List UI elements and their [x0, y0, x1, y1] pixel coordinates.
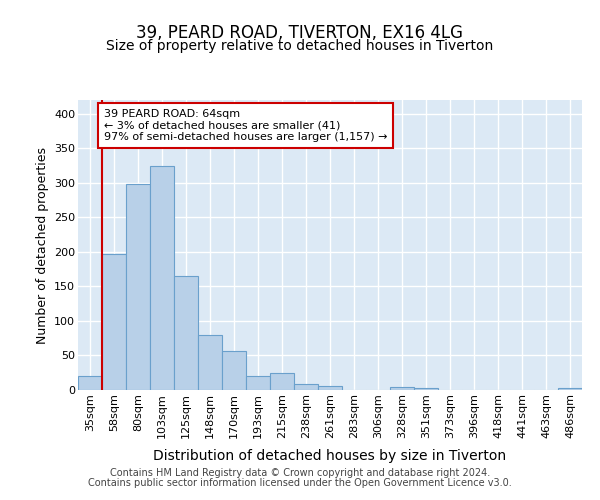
Bar: [318, 386, 342, 390]
Bar: [558, 388, 582, 390]
Bar: [198, 335, 222, 390]
Bar: [126, 184, 150, 390]
Text: 39, PEARD ROAD, TIVERTON, EX16 4LG: 39, PEARD ROAD, TIVERTON, EX16 4LG: [137, 24, 464, 42]
Y-axis label: Number of detached properties: Number of detached properties: [35, 146, 49, 344]
Text: 39 PEARD ROAD: 64sqm
← 3% of detached houses are smaller (41)
97% of semi-detach: 39 PEARD ROAD: 64sqm ← 3% of detached ho…: [104, 109, 388, 142]
Bar: [270, 372, 294, 390]
Bar: [390, 386, 414, 390]
Bar: [294, 384, 318, 390]
Bar: [174, 276, 198, 390]
Bar: [414, 388, 438, 390]
Text: Contains HM Land Registry data © Crown copyright and database right 2024.: Contains HM Land Registry data © Crown c…: [110, 468, 490, 477]
Bar: [246, 376, 270, 390]
Bar: [78, 376, 102, 390]
Text: Contains public sector information licensed under the Open Government Licence v3: Contains public sector information licen…: [88, 478, 512, 488]
Bar: [150, 166, 174, 390]
Bar: [102, 254, 126, 390]
Bar: [222, 350, 246, 390]
Text: Size of property relative to detached houses in Tiverton: Size of property relative to detached ho…: [106, 39, 494, 53]
X-axis label: Distribution of detached houses by size in Tiverton: Distribution of detached houses by size …: [154, 449, 506, 463]
